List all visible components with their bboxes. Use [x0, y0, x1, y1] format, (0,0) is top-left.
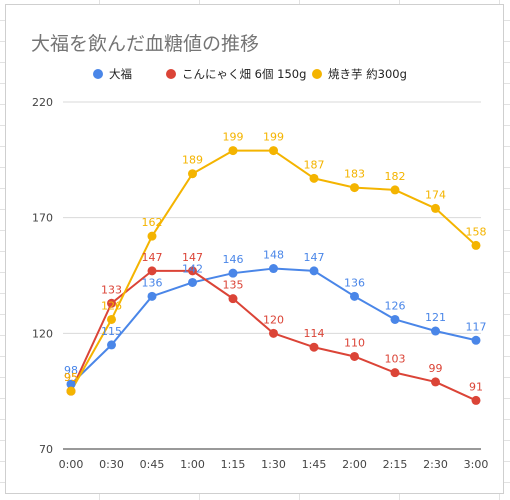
data-point — [309, 173, 319, 183]
data-point — [107, 298, 116, 308]
data-point — [350, 351, 359, 361]
data-label: 91 — [469, 380, 483, 393]
data-point — [188, 169, 197, 179]
data-label: 162 — [142, 216, 163, 229]
data-point — [188, 277, 197, 287]
data-point — [107, 340, 116, 350]
data-label: 120 — [263, 313, 284, 326]
data-point — [309, 266, 319, 276]
x-tick-label: 1:45 — [302, 458, 327, 471]
series-lines — [70, 149, 477, 402]
legend-marker-0 — [93, 69, 103, 79]
data-label: 117 — [466, 320, 487, 333]
y-tick-label: 70 — [39, 443, 53, 456]
data-point — [147, 291, 157, 301]
y-tick-label: 220 — [32, 96, 53, 109]
data-label: 148 — [263, 249, 284, 262]
legend-marker-2 — [312, 69, 322, 79]
chart-card[interactable]: 大福を飲んだ血糖値の推移 大福 こんにゃく畑 6個 150g 焼き芋 約300g 7… — [5, 4, 504, 494]
data-point — [471, 240, 481, 250]
data-point — [471, 335, 481, 345]
data-point — [431, 377, 440, 387]
legend-marker-1 — [166, 69, 176, 79]
data-label: 133 — [101, 283, 122, 296]
data-label: 136 — [142, 276, 163, 289]
data-point — [188, 266, 197, 276]
y-axis: 70 120 170 220 — [32, 96, 53, 456]
x-tick-label: 1:30 — [261, 458, 286, 471]
data-label: 135 — [223, 279, 244, 292]
data-label: 147 — [142, 251, 163, 264]
y-tick-label: 170 — [32, 212, 53, 225]
data-label: 158 — [466, 225, 487, 238]
data-label: 95 — [64, 371, 78, 384]
x-tick-label: 0:30 — [99, 458, 124, 471]
data-point — [269, 328, 278, 338]
data-point — [147, 231, 157, 241]
data-label: 146 — [223, 253, 244, 266]
legend: 大福 こんにゃく畑 6個 150g 焼き芋 約300g — [93, 67, 407, 81]
data-label: 126 — [385, 299, 406, 312]
data-label: 199 — [263, 131, 284, 144]
data-label: 187 — [304, 158, 325, 171]
data-label: 98 — [64, 364, 78, 377]
legend-label-1: こんにゃく畑 6個 150g — [182, 67, 306, 81]
data-point — [107, 314, 116, 324]
data-label: 142 — [182, 262, 203, 275]
data-label: 182 — [385, 170, 406, 183]
data-point — [431, 326, 440, 336]
data-label: 174 — [425, 188, 446, 201]
line-chart: 大福を飲んだ血糖値の推移 大福 こんにゃく畑 6個 150g 焼き芋 約300g 7… — [31, 33, 489, 471]
chart-title: 大福を飲んだ血糖値の推移 — [31, 33, 259, 55]
data-point — [390, 185, 400, 195]
data-label: 114 — [304, 327, 325, 340]
data-label: 126 — [101, 299, 122, 312]
data-labels: 98 115 136 142 146 148 147 136 126 121 117 95 133 147… — [64, 131, 487, 394]
data-label: 121 — [425, 311, 446, 324]
x-tick-label: 2:15 — [383, 458, 408, 471]
x-tick-label: 2:30 — [423, 458, 448, 471]
data-point — [66, 386, 76, 396]
data-point — [390, 314, 400, 324]
data-point — [269, 264, 278, 274]
x-axis: 0:00 0:30 0:45 1:00 1:15 1:30 1:45 2:00 2:15 2:30… — [59, 458, 489, 471]
data-label: 99 — [429, 362, 443, 375]
x-tick-label: 1:00 — [180, 458, 205, 471]
x-tick-label: 0:00 — [59, 458, 84, 471]
legend-label-2: 焼き芋 約300g — [328, 67, 407, 81]
data-point — [228, 146, 238, 156]
data-point — [269, 146, 278, 156]
data-label: 115 — [101, 325, 122, 338]
data-label: 147 — [182, 251, 203, 264]
data-label: 110 — [344, 336, 365, 349]
data-label: 199 — [223, 131, 244, 144]
grid — [63, 101, 481, 450]
data-point — [350, 291, 359, 301]
data-point — [228, 268, 238, 278]
data-label: 147 — [304, 251, 325, 264]
data-point — [390, 368, 400, 378]
series-points — [66, 146, 481, 405]
data-label: 189 — [182, 154, 203, 167]
data-point — [431, 203, 440, 213]
data-point — [147, 266, 157, 276]
data-point — [228, 294, 238, 304]
x-tick-label: 0:45 — [140, 458, 165, 471]
data-label: 183 — [344, 168, 365, 181]
data-point — [66, 379, 76, 389]
x-tick-label: 2:00 — [342, 458, 367, 471]
y-tick-label: 120 — [32, 327, 53, 340]
data-label: 103 — [385, 353, 406, 366]
x-tick-label: 3:00 — [464, 458, 489, 471]
data-point — [309, 342, 319, 352]
data-point — [350, 183, 359, 193]
legend-label-0: 大福 — [109, 67, 132, 81]
data-label: 95 — [64, 371, 78, 384]
x-tick-label: 1:15 — [221, 458, 246, 471]
data-point — [471, 395, 481, 405]
data-label: 136 — [344, 276, 365, 289]
